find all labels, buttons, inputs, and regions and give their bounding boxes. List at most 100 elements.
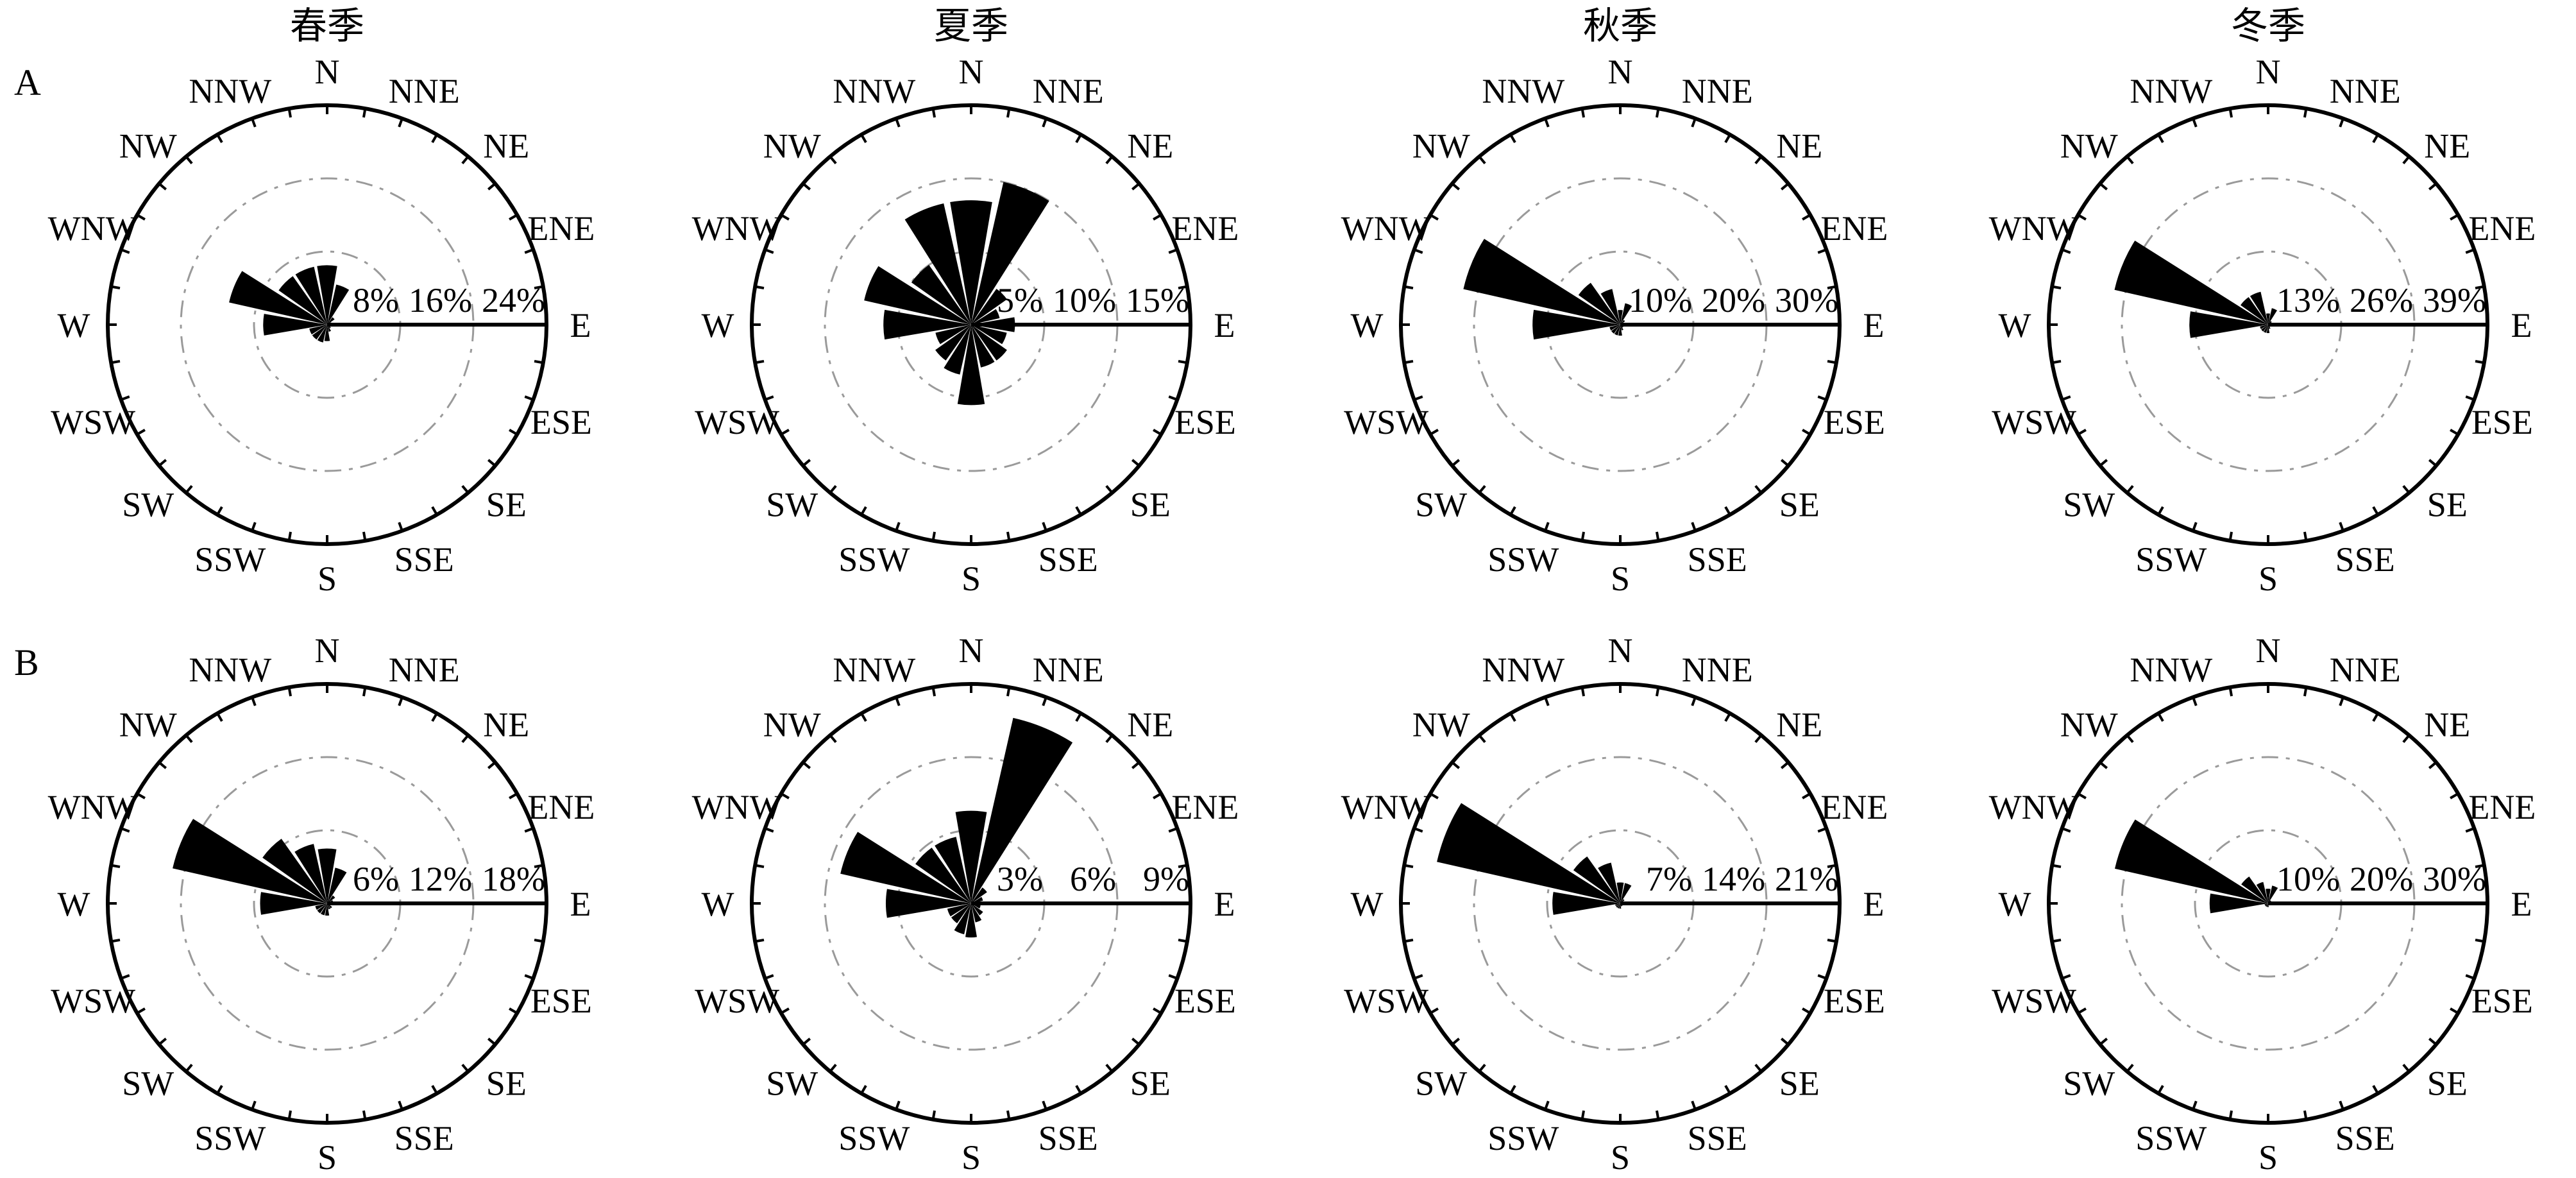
wedge-WSW — [2260, 325, 2268, 329]
tick-mark — [2099, 761, 2108, 769]
tick-mark — [1691, 1100, 1697, 1111]
wedge-SSE — [1620, 903, 1622, 907]
tick-mark — [1691, 522, 1697, 532]
wedge-NNW — [294, 844, 327, 903]
direction-label: NE — [1776, 706, 1822, 744]
wedge-N — [1616, 882, 1624, 903]
wedge-WNW — [864, 266, 971, 325]
wedge-ENE — [1620, 323, 1624, 325]
direction-label: NNW — [1482, 651, 1564, 689]
tick-mark — [1724, 133, 1731, 143]
tick-mark — [431, 1085, 438, 1095]
tick-mark — [2192, 1100, 2198, 1111]
direction-label: ESE — [1174, 982, 1236, 1020]
direction-label: NNW — [1482, 72, 1564, 110]
direction-label: W — [58, 306, 90, 345]
tick-mark — [1413, 974, 1423, 980]
tick-mark — [2402, 734, 2411, 744]
tick-mark — [461, 484, 470, 494]
tick-mark — [1544, 1100, 1550, 1111]
tick-mark — [2077, 792, 2087, 799]
direction-label: NW — [1412, 706, 1470, 744]
tick-mark — [2061, 974, 2071, 980]
direction-label: WNW — [48, 209, 139, 248]
wedge-SSE — [2268, 325, 2271, 329]
wedge-WSW — [309, 325, 327, 335]
tick-mark — [895, 522, 901, 532]
direction-label: SSW — [194, 1119, 266, 1157]
tick-mark — [1105, 1063, 1114, 1073]
wedge-N — [950, 200, 992, 325]
wind-rose: 13% 26% 39% N NNE NE ENE E ESE SE SSE S SSW SW WSW W WNW… — [1989, 53, 2536, 598]
wedge-NNW — [935, 837, 971, 903]
tick-mark — [1006, 531, 1011, 542]
tick-mark — [487, 1037, 496, 1046]
tick-mark — [2061, 248, 2071, 254]
direction-label: WNW — [1989, 209, 2080, 248]
wedge-NNW — [904, 203, 971, 325]
direction-label: SE — [1130, 1064, 1171, 1102]
direction-label: SSW — [838, 1119, 910, 1157]
direction-label: NNE — [389, 72, 460, 110]
tick-mark — [2099, 182, 2108, 191]
tick-mark — [2157, 712, 2164, 722]
wedge-SSW — [2264, 325, 2268, 333]
tick-mark — [1075, 506, 1082, 516]
tick-mark — [764, 974, 774, 980]
tick-mark — [1817, 395, 1827, 401]
tick-mark — [461, 734, 470, 744]
tick-mark — [2192, 696, 2198, 706]
direction-label: NNE — [1682, 651, 1753, 689]
tick-mark — [764, 248, 774, 254]
tick-mark — [1802, 792, 1811, 799]
direction-label: N — [315, 53, 340, 91]
tick-mark — [829, 155, 837, 165]
tick-mark — [1105, 484, 1114, 494]
tick-mark — [398, 696, 403, 706]
tick-mark — [1509, 133, 1516, 143]
direction-label: SW — [122, 485, 174, 524]
direction-label: SW — [1415, 1064, 1467, 1102]
direction-label: SSE — [394, 1119, 454, 1157]
tick-mark — [2475, 285, 2485, 290]
tick-mark — [110, 864, 121, 869]
tick-mark — [487, 182, 496, 191]
direction-label: WNW — [1341, 788, 1432, 826]
wedge-S — [957, 325, 985, 405]
tick-mark — [1802, 214, 1811, 221]
direction-label: NNE — [2330, 651, 2401, 689]
ring-label: 6% — [1070, 860, 1116, 898]
wedge-SSE — [1620, 325, 1623, 330]
ring-label: 16% — [409, 281, 472, 320]
tick-mark — [1075, 1085, 1082, 1095]
tick-mark — [534, 285, 544, 290]
wedge-NE — [1620, 899, 1625, 903]
wind-rose: 8% 16% 24% N NNE NE ENE E ESE SE SSE S SSW SW WSW W WNW N… — [48, 53, 595, 598]
direction-label: WSW — [695, 982, 779, 1020]
wedge-NNE — [2268, 308, 2277, 325]
wedge-N — [317, 265, 337, 325]
direction-label: ESE — [2471, 982, 2533, 1020]
direction-label: N — [959, 631, 984, 670]
tick-mark — [1168, 248, 1178, 254]
wedge-NNE — [2268, 885, 2278, 903]
wedge-NNE — [1620, 883, 1632, 903]
wedge-NNE — [971, 717, 1073, 903]
tick-mark — [185, 734, 193, 744]
direction-label: W — [58, 885, 90, 923]
tick-mark — [1403, 938, 1414, 943]
tick-mark — [2051, 864, 2062, 869]
direction-label: SW — [766, 485, 818, 524]
direction-label: ESE — [530, 982, 592, 1020]
direction-label: ESE — [530, 403, 592, 441]
direction-label: SW — [122, 1064, 174, 1102]
direction-label: WSW — [51, 403, 135, 441]
wedge-ENE — [327, 900, 334, 903]
tick-mark — [1580, 531, 1586, 542]
panel-label: B — [14, 642, 39, 683]
tick-mark — [158, 459, 167, 467]
wedge-SSW — [320, 903, 327, 916]
tick-mark — [895, 117, 901, 128]
wedge-SW — [951, 903, 971, 923]
wedge-SW — [2265, 903, 2268, 907]
